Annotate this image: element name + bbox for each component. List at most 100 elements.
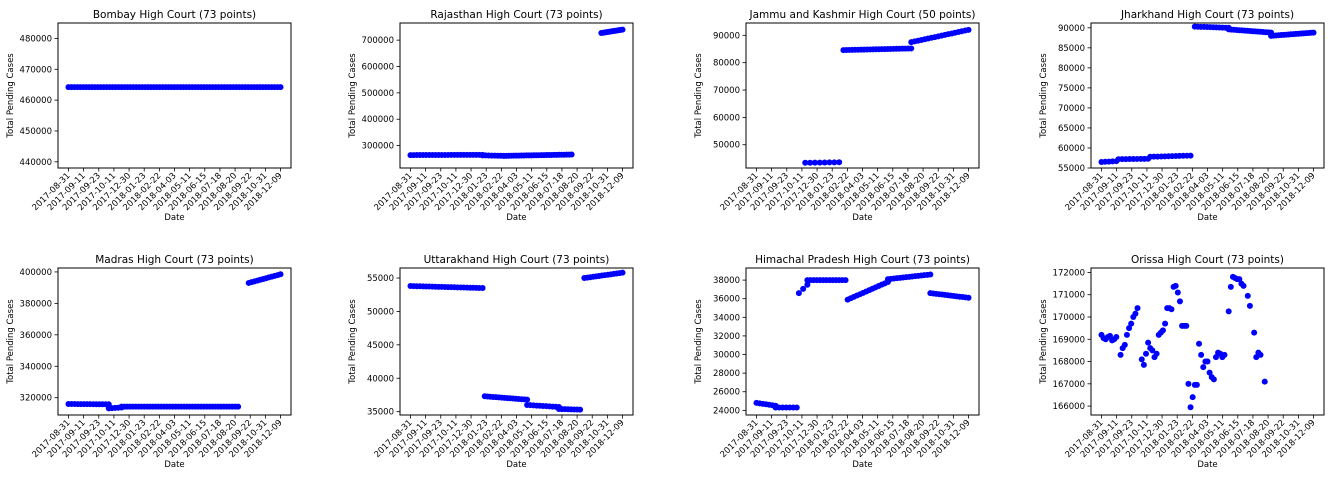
x-axis-label: Date [506,460,526,470]
data-point [965,26,972,33]
y-tick-label: 171000 [1053,291,1085,301]
plot-frame [745,22,980,169]
data-point [1138,356,1145,363]
y-tick-label: 55000 [367,274,394,284]
y-tick-label: 450000 [20,127,52,137]
chart-title: Jharkhand High Court (73 points) [1120,9,1294,21]
plot-frame [57,267,292,416]
y-tick-label: 500000 [362,89,394,99]
data-point [826,159,833,166]
data-point [1310,29,1317,36]
data-point [821,159,828,166]
y-tick-label: 600000 [362,63,394,73]
data-point [1236,276,1243,283]
data-point [1168,306,1175,313]
data-point [1162,320,1169,327]
y-tick-label: 172000 [1053,268,1085,278]
x-axis-label: Date [1197,213,1217,223]
data-points [407,269,626,413]
chart-title: Orissa High Court (73 points) [1131,254,1284,266]
data-point [1143,350,1150,357]
y-tick-label: 166000 [1053,402,1085,412]
data-point [1153,350,1160,357]
data-point [1174,289,1181,296]
y-tick-label: 700000 [362,36,394,46]
data-point [1117,351,1124,358]
x-axis-label: Date [1197,460,1217,470]
y-tick-label: 38000 [713,276,740,286]
data-point [1204,358,1211,365]
data-point [1246,302,1253,309]
data-point [795,290,802,297]
data-point [1187,152,1194,159]
y-tick-label: 60000 [1058,144,1085,154]
data-point [1198,351,1205,358]
y-tick-label: 168000 [1053,358,1085,368]
data-points [65,84,284,91]
data-point [1126,325,1133,332]
chart-title: Madras High Court (73 points) [95,254,254,266]
y-tick-label: 90000 [1058,24,1085,34]
data-points [753,271,972,411]
y-tick-label: 470000 [20,65,52,75]
data-point [800,285,807,292]
data-points [65,271,284,412]
data-point [804,281,811,288]
y-tick-label: 80000 [713,59,740,69]
data-point [277,84,284,91]
y-tick-label: 90000 [713,31,740,41]
y-tick-label: 45000 [367,341,394,351]
data-points [1098,23,1317,165]
data-point [568,151,575,158]
data-point [619,269,626,276]
y-tick-label: 85000 [1058,44,1085,54]
y-axis-label: Total Pending Cases [694,299,704,385]
y-tick-label: 400000 [20,268,52,278]
data-point [1176,298,1183,305]
plot-frame [399,22,634,169]
x-axis-label: Date [164,460,184,470]
y-tick-label: 40000 [367,374,394,384]
chart-title: Himachal Pradesh High Court (73 points) [755,254,970,266]
y-tick-label: 32000 [713,332,740,342]
data-point [908,45,915,52]
x-axis-label: Date [164,213,184,223]
x-axis-label: Date [852,460,872,470]
chart-title: Rajasthan High Court (73 points) [430,9,602,21]
data-point [1244,292,1251,299]
data-point [1200,364,1207,371]
data-point [1193,381,1200,388]
data-point [235,403,242,410]
data-point [1187,404,1194,411]
y-axis-label: Total Pending Cases [694,53,704,139]
y-tick-label: 70000 [713,86,740,96]
y-tick-label: 380000 [20,299,52,309]
data-point [831,159,838,166]
data-point [1251,329,1258,336]
y-tick-label: 340000 [20,362,52,372]
data-point [836,159,843,166]
x-axis-label: Date [852,213,872,223]
data-point [842,277,849,284]
data-point [1113,334,1120,341]
y-tick-label: 440000 [20,158,52,168]
chart-title: Bombay High Court (73 points) [93,9,256,21]
y-tick-label: 34000 [713,313,740,323]
data-point [793,404,800,411]
y-tick-label: 300000 [362,142,394,152]
data-point [1183,322,1190,329]
data-points [802,26,972,166]
data-point [1123,331,1130,338]
data-point [927,271,934,278]
y-tick-label: 75000 [1058,84,1085,94]
y-tick-label: 70000 [1058,104,1085,114]
data-points [1098,273,1268,411]
data-point [1159,327,1166,334]
y-tick-label: 36000 [713,295,740,305]
data-point [1106,332,1113,339]
y-axis-label: Total Pending Cases [1039,53,1049,139]
data-point [802,159,809,166]
data-point [1132,310,1139,317]
data-point [807,159,814,166]
data-point [1225,308,1232,315]
